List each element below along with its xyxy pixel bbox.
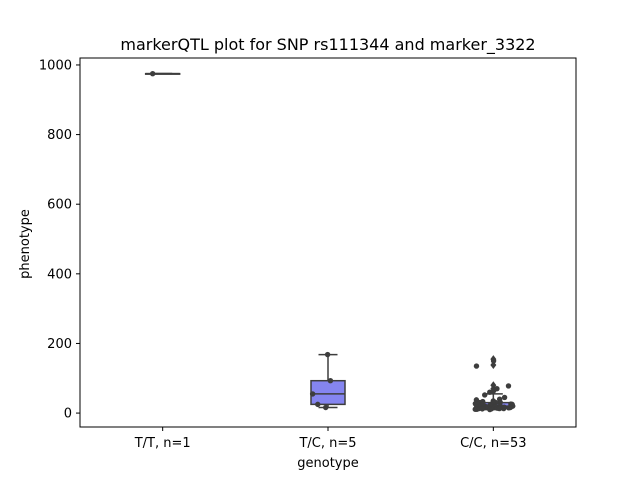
data-point	[473, 363, 480, 369]
x-axis-label: genotype	[297, 456, 358, 471]
data-point	[487, 406, 493, 413]
chart-title: markerQTL plot for SNP rs111344 and mark…	[120, 35, 535, 55]
data-point	[479, 406, 485, 412]
data-point	[315, 401, 321, 408]
data-point	[494, 386, 500, 392]
plot-area: 0 200 400 600 800 1000 T/T, n=1 T/C, n=5 C/C, n=…	[39, 58, 527, 451]
data-point	[482, 392, 488, 398]
data-point	[472, 406, 478, 412]
data-point	[323, 404, 329, 411]
box	[310, 379, 346, 406]
y-tick-label: 0	[64, 407, 72, 422]
x-tick-label: T/T, n=1	[134, 436, 191, 451]
y-tick-label: 800	[47, 128, 72, 143]
x-tick-label: C/C, n=53	[460, 436, 526, 451]
data-point	[490, 358, 497, 364]
y-tick-label: 600	[47, 198, 72, 213]
y-tick-label: 1000	[39, 58, 72, 73]
data-point	[501, 394, 508, 401]
data-point	[505, 405, 512, 411]
y-axis-label: phenotype	[18, 209, 33, 279]
data-point	[149, 70, 156, 77]
data-point	[324, 351, 331, 358]
data-point	[505, 383, 512, 389]
data-point	[496, 405, 503, 412]
x-tick-label: T/C, n=5	[298, 436, 356, 451]
plot-frame	[79, 57, 577, 428]
data-point	[500, 405, 507, 412]
data-point	[309, 391, 316, 397]
y-tick-label: 200	[47, 337, 72, 352]
data-point	[487, 389, 493, 395]
y-tick-label: 400	[47, 267, 72, 282]
data-point	[327, 378, 334, 384]
